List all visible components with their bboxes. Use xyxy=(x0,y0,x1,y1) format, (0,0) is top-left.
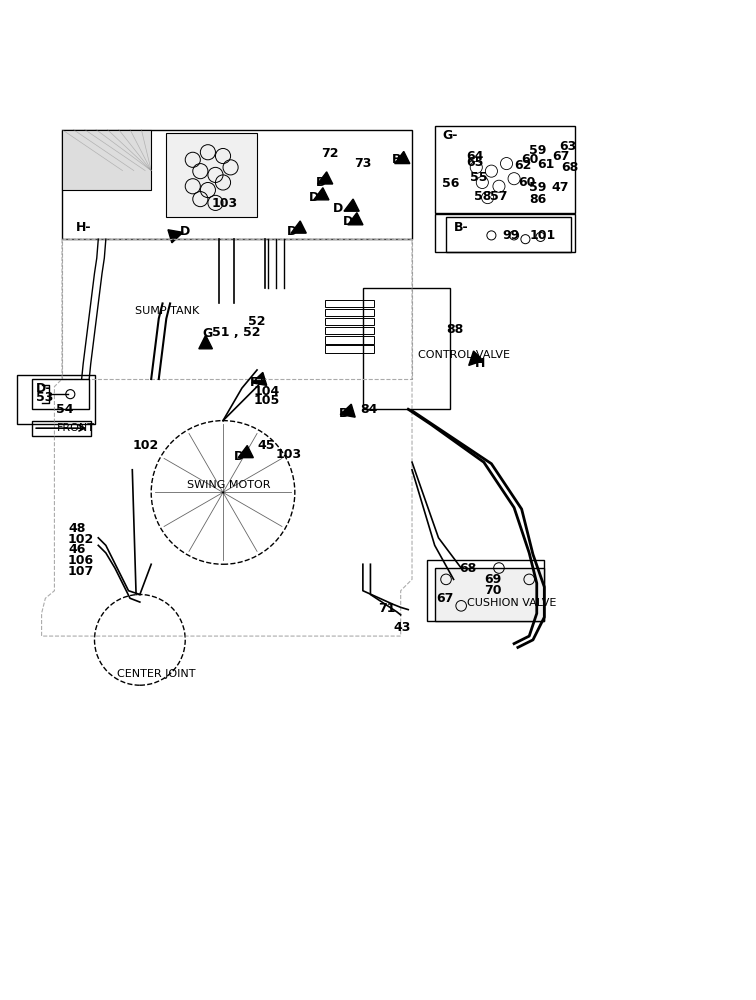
Text: 60: 60 xyxy=(522,153,539,166)
Text: B: B xyxy=(392,153,401,166)
Text: CUSHION VALVE: CUSHION VALVE xyxy=(467,598,556,608)
Text: D: D xyxy=(180,225,191,238)
Text: 54: 54 xyxy=(56,403,73,416)
Text: 51 , 52: 51 , 52 xyxy=(212,326,260,339)
Polygon shape xyxy=(435,568,544,621)
Text: D: D xyxy=(234,450,245,463)
Text: 73: 73 xyxy=(354,157,371,170)
Text: 57: 57 xyxy=(490,190,507,203)
Text: CENTER JOINT: CENTER JOINT xyxy=(117,669,196,679)
Text: 102: 102 xyxy=(132,439,159,452)
Polygon shape xyxy=(314,188,329,200)
Polygon shape xyxy=(166,133,257,217)
Text: 58: 58 xyxy=(474,190,491,203)
Text: 55: 55 xyxy=(470,171,488,184)
Polygon shape xyxy=(318,172,333,184)
Text: 65: 65 xyxy=(466,156,484,169)
Text: 99: 99 xyxy=(503,229,520,242)
Text: 59: 59 xyxy=(529,144,547,157)
Text: 103: 103 xyxy=(212,197,238,210)
Text: 86: 86 xyxy=(529,193,547,206)
Text: 67: 67 xyxy=(552,150,569,163)
Text: 84: 84 xyxy=(361,403,378,416)
Text: 52: 52 xyxy=(248,315,265,328)
Text: 68: 68 xyxy=(459,562,476,575)
Text: H: H xyxy=(475,357,485,370)
Text: 107: 107 xyxy=(68,565,94,578)
Text: 102: 102 xyxy=(68,533,94,546)
Text: FRONT: FRONT xyxy=(57,423,94,433)
Text: D: D xyxy=(308,191,319,204)
Text: 68: 68 xyxy=(561,161,578,174)
Polygon shape xyxy=(291,221,306,233)
Text: F: F xyxy=(249,376,258,389)
Text: 60: 60 xyxy=(518,176,535,189)
Text: D-: D- xyxy=(36,382,52,395)
Polygon shape xyxy=(168,230,183,243)
Text: SWING MOTOR: SWING MOTOR xyxy=(187,480,271,490)
Polygon shape xyxy=(199,335,212,349)
Text: 48: 48 xyxy=(68,522,85,535)
Polygon shape xyxy=(469,351,483,365)
Text: 45: 45 xyxy=(257,439,274,452)
Text: 43: 43 xyxy=(393,621,411,634)
Text: B: B xyxy=(339,407,349,420)
Text: 64: 64 xyxy=(466,150,484,163)
Text: 46: 46 xyxy=(68,543,85,556)
Polygon shape xyxy=(340,404,355,417)
Text: 53: 53 xyxy=(36,391,54,404)
Text: 70: 70 xyxy=(484,584,501,597)
Text: SUMP TANK: SUMP TANK xyxy=(135,306,199,316)
Text: D: D xyxy=(333,202,343,215)
Text: 61: 61 xyxy=(537,158,554,171)
Text: 56: 56 xyxy=(442,177,460,190)
Text: 101: 101 xyxy=(529,229,556,242)
Text: 63: 63 xyxy=(559,140,577,153)
Text: G-: G- xyxy=(442,129,457,142)
Text: 88: 88 xyxy=(446,323,463,336)
Text: D: D xyxy=(287,225,298,238)
Text: B-: B- xyxy=(454,221,468,234)
Text: 105: 105 xyxy=(254,394,280,407)
Polygon shape xyxy=(348,213,363,225)
Polygon shape xyxy=(62,130,151,190)
Text: G: G xyxy=(203,327,213,340)
Text: 67: 67 xyxy=(436,592,454,605)
Text: 104: 104 xyxy=(254,385,280,398)
Polygon shape xyxy=(395,151,410,164)
Text: H-: H- xyxy=(76,221,91,234)
Text: 59: 59 xyxy=(529,181,547,194)
Text: 71: 71 xyxy=(378,602,395,615)
Text: 72: 72 xyxy=(321,147,339,160)
Text: 106: 106 xyxy=(68,554,94,567)
Polygon shape xyxy=(252,372,267,385)
Text: D: D xyxy=(342,215,353,228)
Polygon shape xyxy=(238,445,253,458)
Text: 69: 69 xyxy=(484,573,501,586)
Text: 103: 103 xyxy=(276,448,302,461)
Text: 62: 62 xyxy=(514,159,531,172)
Text: 47: 47 xyxy=(552,181,569,194)
Text: D: D xyxy=(316,176,327,189)
Text: CONTROL VALVE: CONTROL VALVE xyxy=(418,350,510,360)
Polygon shape xyxy=(344,199,359,211)
